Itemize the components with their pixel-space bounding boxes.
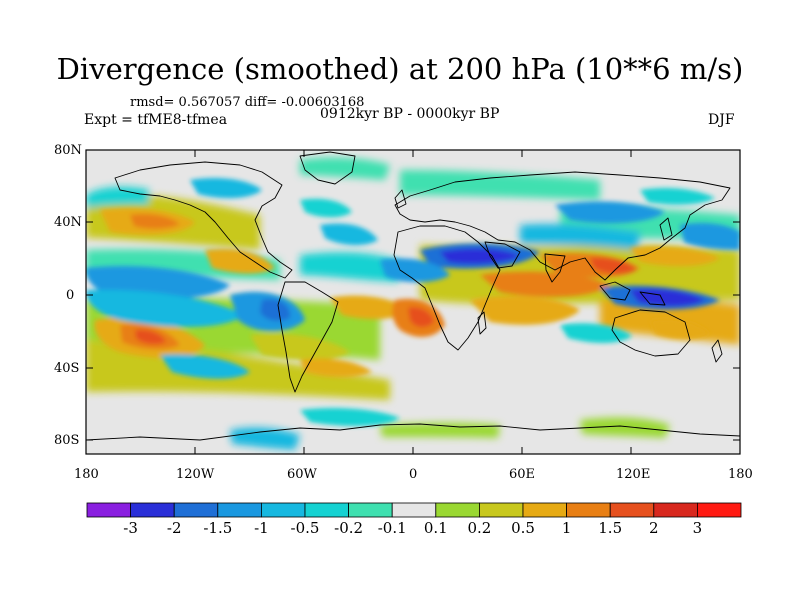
axis-ticks [85, 149, 741, 454]
colorbar-swatch [435, 502, 480, 518]
colorbar-swatch [86, 502, 131, 518]
colorbar-swatch [522, 502, 567, 518]
australia-outline [611, 309, 691, 357]
colorbar-swatch [130, 502, 175, 518]
lat-tick-label: 40N [54, 215, 82, 230]
india-outline [544, 253, 566, 283]
colorbar-swatch [173, 502, 219, 518]
africa-outline [393, 225, 501, 351]
japan-outline [659, 217, 673, 241]
lon-tick-label: 180 [74, 467, 99, 482]
colorbar-label: 0.2 [467, 519, 492, 537]
colorbar-label: -0.1 [377, 519, 407, 537]
lat-tick-label: 0 [66, 288, 75, 303]
north-america-outline [114, 161, 293, 279]
south-america-outline [277, 281, 339, 393]
colorbar-label: 0.5 [511, 519, 535, 537]
colorbar [86, 502, 742, 518]
lon-tick-label: 0 [409, 467, 418, 482]
colorbar-swatch [653, 502, 698, 518]
colorbar-label: 3 [692, 519, 703, 537]
greenland-outline [299, 151, 356, 185]
colorbar-label: -1.5 [203, 519, 233, 537]
lon-tick-label: 120E [616, 467, 651, 482]
lat-tick-label: 40S [54, 361, 80, 376]
lat-tick-label: 80S [54, 433, 80, 448]
colorbar-swatch [260, 502, 306, 518]
colorbar-swatch [609, 502, 655, 518]
colorbar-label: -0.5 [290, 519, 320, 537]
period-label: 0912kyr BP - 0000kyr BP [320, 106, 500, 122]
colorbar-label: -1 [254, 519, 269, 537]
colorbar-swatch [348, 502, 393, 518]
experiment-label: Expt = tfME8-tfmea [84, 112, 228, 128]
colorbar-swatch [566, 502, 611, 518]
plot-title: Divergence (smoothed) at 200 hPa (10**6 … [56, 52, 744, 86]
new-zealand-outline [711, 339, 723, 363]
rmsd-diff-label: rmsd= 0.567057 diff= -0.00603168 [130, 95, 365, 110]
eurasia-outline [394, 171, 731, 281]
colorbar-swatch [478, 502, 524, 518]
colorbar-label: 1.5 [598, 519, 623, 537]
lon-tick-label: 60W [287, 467, 317, 482]
colorbar-label: -3 [123, 519, 138, 537]
colorbar-label: -2 [166, 519, 182, 537]
colorbar-swatch [697, 502, 742, 518]
colorbar-swatch [304, 502, 349, 518]
coastlines [86, 151, 740, 441]
indonesia-outline [599, 281, 631, 301]
season-label: DJF [708, 112, 735, 128]
colorbar-label: -0.2 [334, 519, 364, 537]
colorbar-swatch [217, 502, 262, 518]
colorbar-label: 2 [649, 519, 659, 537]
lon-tick-label: 180 [728, 467, 753, 482]
lat-tick-label: 80N [54, 143, 82, 158]
divergence-field [86, 157, 740, 450]
arabia-outline [484, 241, 521, 269]
antarctica-outline [86, 423, 740, 441]
lon-tick-label: 60E [509, 467, 536, 482]
colorbar-label: 0.1 [423, 519, 448, 537]
colorbar-swatch [391, 502, 437, 518]
lon-tick-label: 120W [176, 467, 215, 482]
colorbar-label: 1 [561, 519, 572, 537]
